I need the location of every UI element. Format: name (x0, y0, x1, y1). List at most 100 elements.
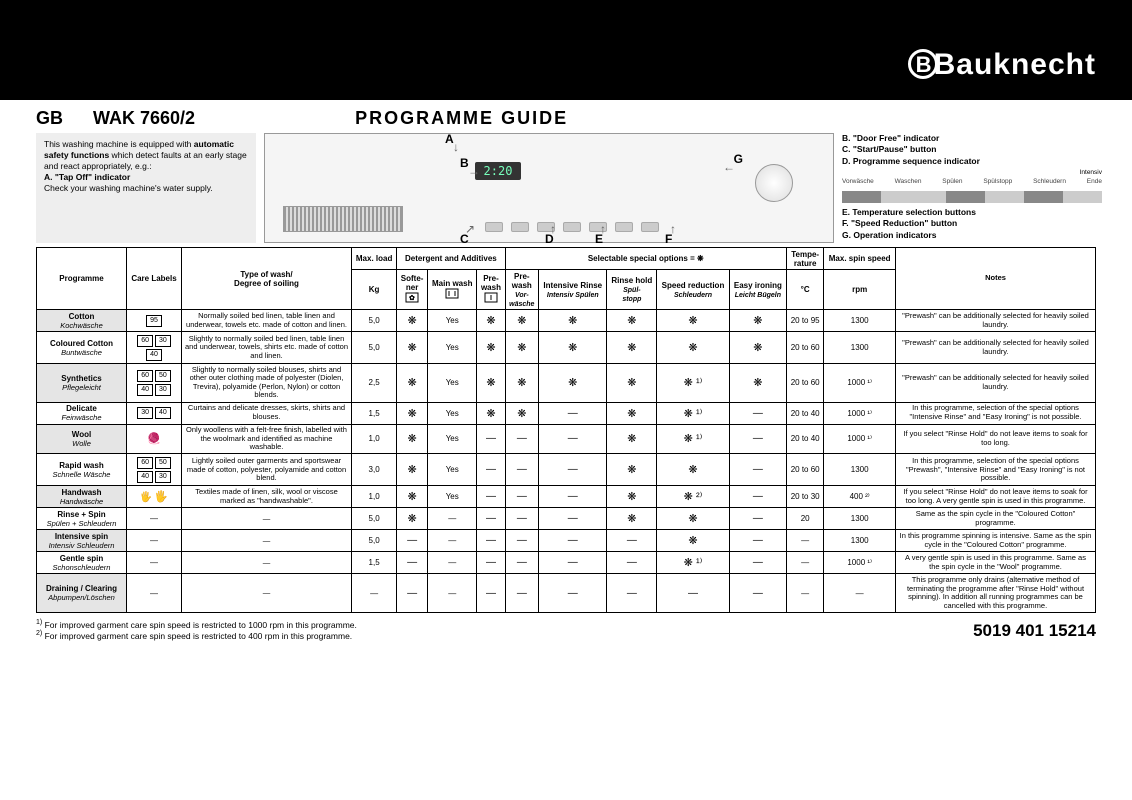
opre-cell: — (505, 530, 539, 552)
sequence-labels: VorwäscheWaschenSpülenSpülstoppSchleuder… (842, 178, 1102, 187)
orh-cell: ❋ (607, 454, 657, 486)
spin-cell: 1300 (824, 310, 896, 332)
th-kg: Kg (352, 270, 397, 310)
brand-text: Bauknecht (934, 48, 1096, 81)
main-cell: Yes (428, 310, 477, 332)
main-cell: Yes (428, 424, 477, 454)
oint-cell: — (539, 552, 607, 574)
osp-cell: ❋ (657, 454, 730, 486)
desc-cell: Lightly soiled outer garments and sports… (182, 454, 352, 486)
spin-cell: 400 ²⁾ (824, 486, 896, 508)
main-cell: Yes (428, 486, 477, 508)
th-opt-ei: Easy ironing (734, 281, 782, 290)
oint-cell: — (539, 424, 607, 454)
care-cell: 95 (127, 310, 182, 332)
main-cell: Yes (428, 364, 477, 403)
soft-cell: — (397, 574, 428, 613)
programme-table: Programme Care Labels Type of wash/ Degr… (36, 247, 1096, 613)
desc-cell: Normally soiled bed linen, table linen a… (182, 310, 352, 332)
main-cell: — (428, 508, 477, 530)
care-cell: — (127, 508, 182, 530)
th-care: Care Labels (127, 248, 182, 310)
legend-c: C. "Start/Pause" button (842, 144, 936, 154)
temp-cell: 20 to 30 (786, 486, 823, 508)
temp-cell: 20 (786, 508, 823, 530)
osp-cell: ❋ (657, 508, 730, 530)
oei-cell: — (729, 552, 786, 574)
soft-cell: ❋ (397, 310, 428, 332)
load-cell: — (352, 574, 397, 613)
care-cell: — (127, 530, 182, 552)
notes-cell: "Prewash" can be additionally selected f… (896, 332, 1096, 364)
th-options-group: Selectable special options = ❋ (505, 248, 786, 270)
temp-cell: — (786, 574, 823, 613)
th-pre: Pre- wash (481, 274, 501, 292)
spin-cell: 1000 ¹⁾ (824, 364, 896, 403)
care-cell: 60504030 (127, 454, 182, 486)
legend-box: B. "Door Free" indicator C. "Start/Pause… (842, 133, 1102, 243)
load-cell: 5,0 (352, 508, 397, 530)
table-row: HandwashHandwäsche🖐🖐Textiles made of lin… (37, 486, 1096, 508)
info-tap-off-label: A. "Tap Off" indicator (44, 172, 130, 182)
th-type: Type of wash/ Degree of soiling (182, 248, 352, 310)
orh-cell: ❋ (607, 332, 657, 364)
load-cell: 1,0 (352, 424, 397, 454)
pre-cell: ❋ (477, 310, 505, 332)
oint-cell: ❋ (539, 332, 607, 364)
prog-name-cell: WoolWolle (37, 424, 127, 454)
th-opt-int: Intensive Rinse (543, 281, 602, 290)
pre-cell: ❋ (477, 332, 505, 364)
prog-name-cell: Intensive spinIntensiv Schleudern (37, 530, 127, 552)
legend-g: G. Operation indicators (842, 230, 936, 240)
osp-cell: ❋ ¹⁾ (657, 364, 730, 403)
table-row: WoolWolle🧶Only woollens with a felt-free… (37, 424, 1096, 454)
oei-cell: ❋ (729, 310, 786, 332)
prog-name-cell: Gentle spinSchonschleudern (37, 552, 127, 574)
oint-cell: — (539, 402, 607, 424)
panel-time-display: 2:20 (475, 162, 521, 180)
spin-cell: 1000 ¹⁾ (824, 424, 896, 454)
notes-cell: In this programme spinning is intensive.… (896, 530, 1096, 552)
th-detergent-group: Detergent and Additives (397, 248, 505, 270)
oint-cell: ❋ (539, 364, 607, 403)
table-row: Rapid washSchnelle Wäsche60504030Lightly… (37, 454, 1096, 486)
desc-cell: — (182, 508, 352, 530)
opre-cell: ❋ (505, 402, 539, 424)
legend-b: B. "Door Free" indicator (842, 133, 939, 143)
table-row: Coloured CottonBuntwäsche603040Slightly … (37, 332, 1096, 364)
orh-cell: ❋ (607, 486, 657, 508)
oei-cell: — (729, 402, 786, 424)
legend-e: E. Temperature selection buttons (842, 207, 976, 217)
spin-cell: 1000 ¹⁾ (824, 402, 896, 424)
footnotes: 1) For improved garment care spin speed … (36, 619, 1096, 641)
notes-cell: A very gentle spin is used in this progr… (896, 552, 1096, 574)
pre-cell: — (477, 574, 505, 613)
care-cell: 60504030 (127, 364, 182, 403)
notes-cell: If you select "Rinse Hold" do not leave … (896, 424, 1096, 454)
spin-cell: — (824, 574, 896, 613)
prog-name-cell: CottonKochwäsche (37, 310, 127, 332)
pre-cell: — (477, 552, 505, 574)
oei-cell: — (729, 508, 786, 530)
osp-cell: ❋ (657, 332, 730, 364)
soft-cell: ❋ (397, 402, 428, 424)
desc-cell: — (182, 552, 352, 574)
spin-cell: 1300 (824, 332, 896, 364)
oei-cell: — (729, 574, 786, 613)
table-row: Rinse + SpinSpülen + Schleudern——5,0❋———… (37, 508, 1096, 530)
opre-cell: — (505, 454, 539, 486)
panel-grille (283, 206, 403, 232)
spin-cell: 1300 (824, 530, 896, 552)
prog-name-cell: Rapid washSchnelle Wäsche (37, 454, 127, 486)
opre-cell: — (505, 574, 539, 613)
soft-cell: ❋ (397, 486, 428, 508)
table-row: CottonKochwäsche95Normally soiled bed li… (37, 310, 1096, 332)
osp-cell: ❋ (657, 310, 730, 332)
legend-f: F. "Speed Reduction" button (842, 218, 957, 228)
spin-cell: 1300 (824, 454, 896, 486)
load-cell: 5,0 (352, 310, 397, 332)
load-cell: 1,0 (352, 486, 397, 508)
spin-cell: 1300 (824, 508, 896, 530)
desc-cell: Slightly to normally soiled blouses, shi… (182, 364, 352, 403)
oei-cell: ❋ (729, 332, 786, 364)
